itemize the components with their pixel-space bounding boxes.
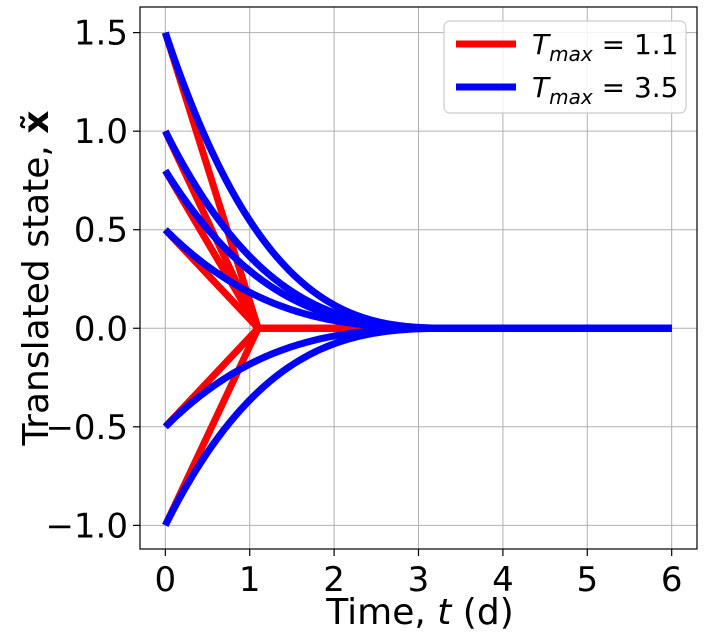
x-tick-label: 3 (408, 560, 430, 600)
series-lines (161, 31, 672, 527)
x-axis-label-suffix: (d) (451, 592, 513, 633)
legend-value: = 1.1 (593, 28, 679, 61)
x-axis-label-variable: t (437, 592, 453, 633)
y-tick-label: 1.5 (74, 14, 128, 54)
y-tick-label: −0.5 (45, 408, 128, 448)
y-tick-label: 0.5 (74, 211, 128, 251)
series-line-tmax-3-5-x0-neg1 (162, 324, 672, 527)
x-tick-label: 5 (576, 560, 598, 600)
x-tick-label: 0 (154, 560, 176, 600)
x-ticks: 0 1 2 3 4 5 6 (154, 549, 683, 600)
legend-symbol: T (532, 28, 551, 61)
x-tick-label: 4 (492, 560, 514, 600)
x-axis-label: Time, t (d) (325, 592, 514, 633)
x-tick-label: 1 (239, 560, 261, 600)
legend-symbol: T (532, 71, 551, 104)
y-tick-label: 0.0 (74, 309, 128, 349)
legend-subscript: max (549, 42, 593, 66)
y-tick-label: 1.0 (74, 112, 128, 152)
y-ticks: 1.5 1.0 0.5 0.0 −0.5 −1.0 (45, 14, 140, 546)
x-tick-label: 2 (323, 560, 345, 600)
y-axis-label: Translated state, x̃ (16, 110, 57, 446)
x-axis-label-prefix: Time, (325, 592, 437, 633)
legend-entry-tmax-1-1: Tmax = 1.1 (532, 28, 678, 66)
y-axis-label-variable: x̃ (16, 110, 57, 133)
legend: Tmax = 1.1 Tmax = 3.5 (443, 20, 687, 114)
legend-entry-tmax-3-5: Tmax = 3.5 (532, 71, 678, 109)
legend-subscript: max (549, 85, 593, 109)
x-tick-label: 6 (661, 560, 683, 600)
y-axis-label-prefix: Translated state, (16, 134, 57, 447)
y-tick-label: −1.0 (45, 506, 128, 546)
legend-value: = 3.5 (593, 71, 679, 104)
